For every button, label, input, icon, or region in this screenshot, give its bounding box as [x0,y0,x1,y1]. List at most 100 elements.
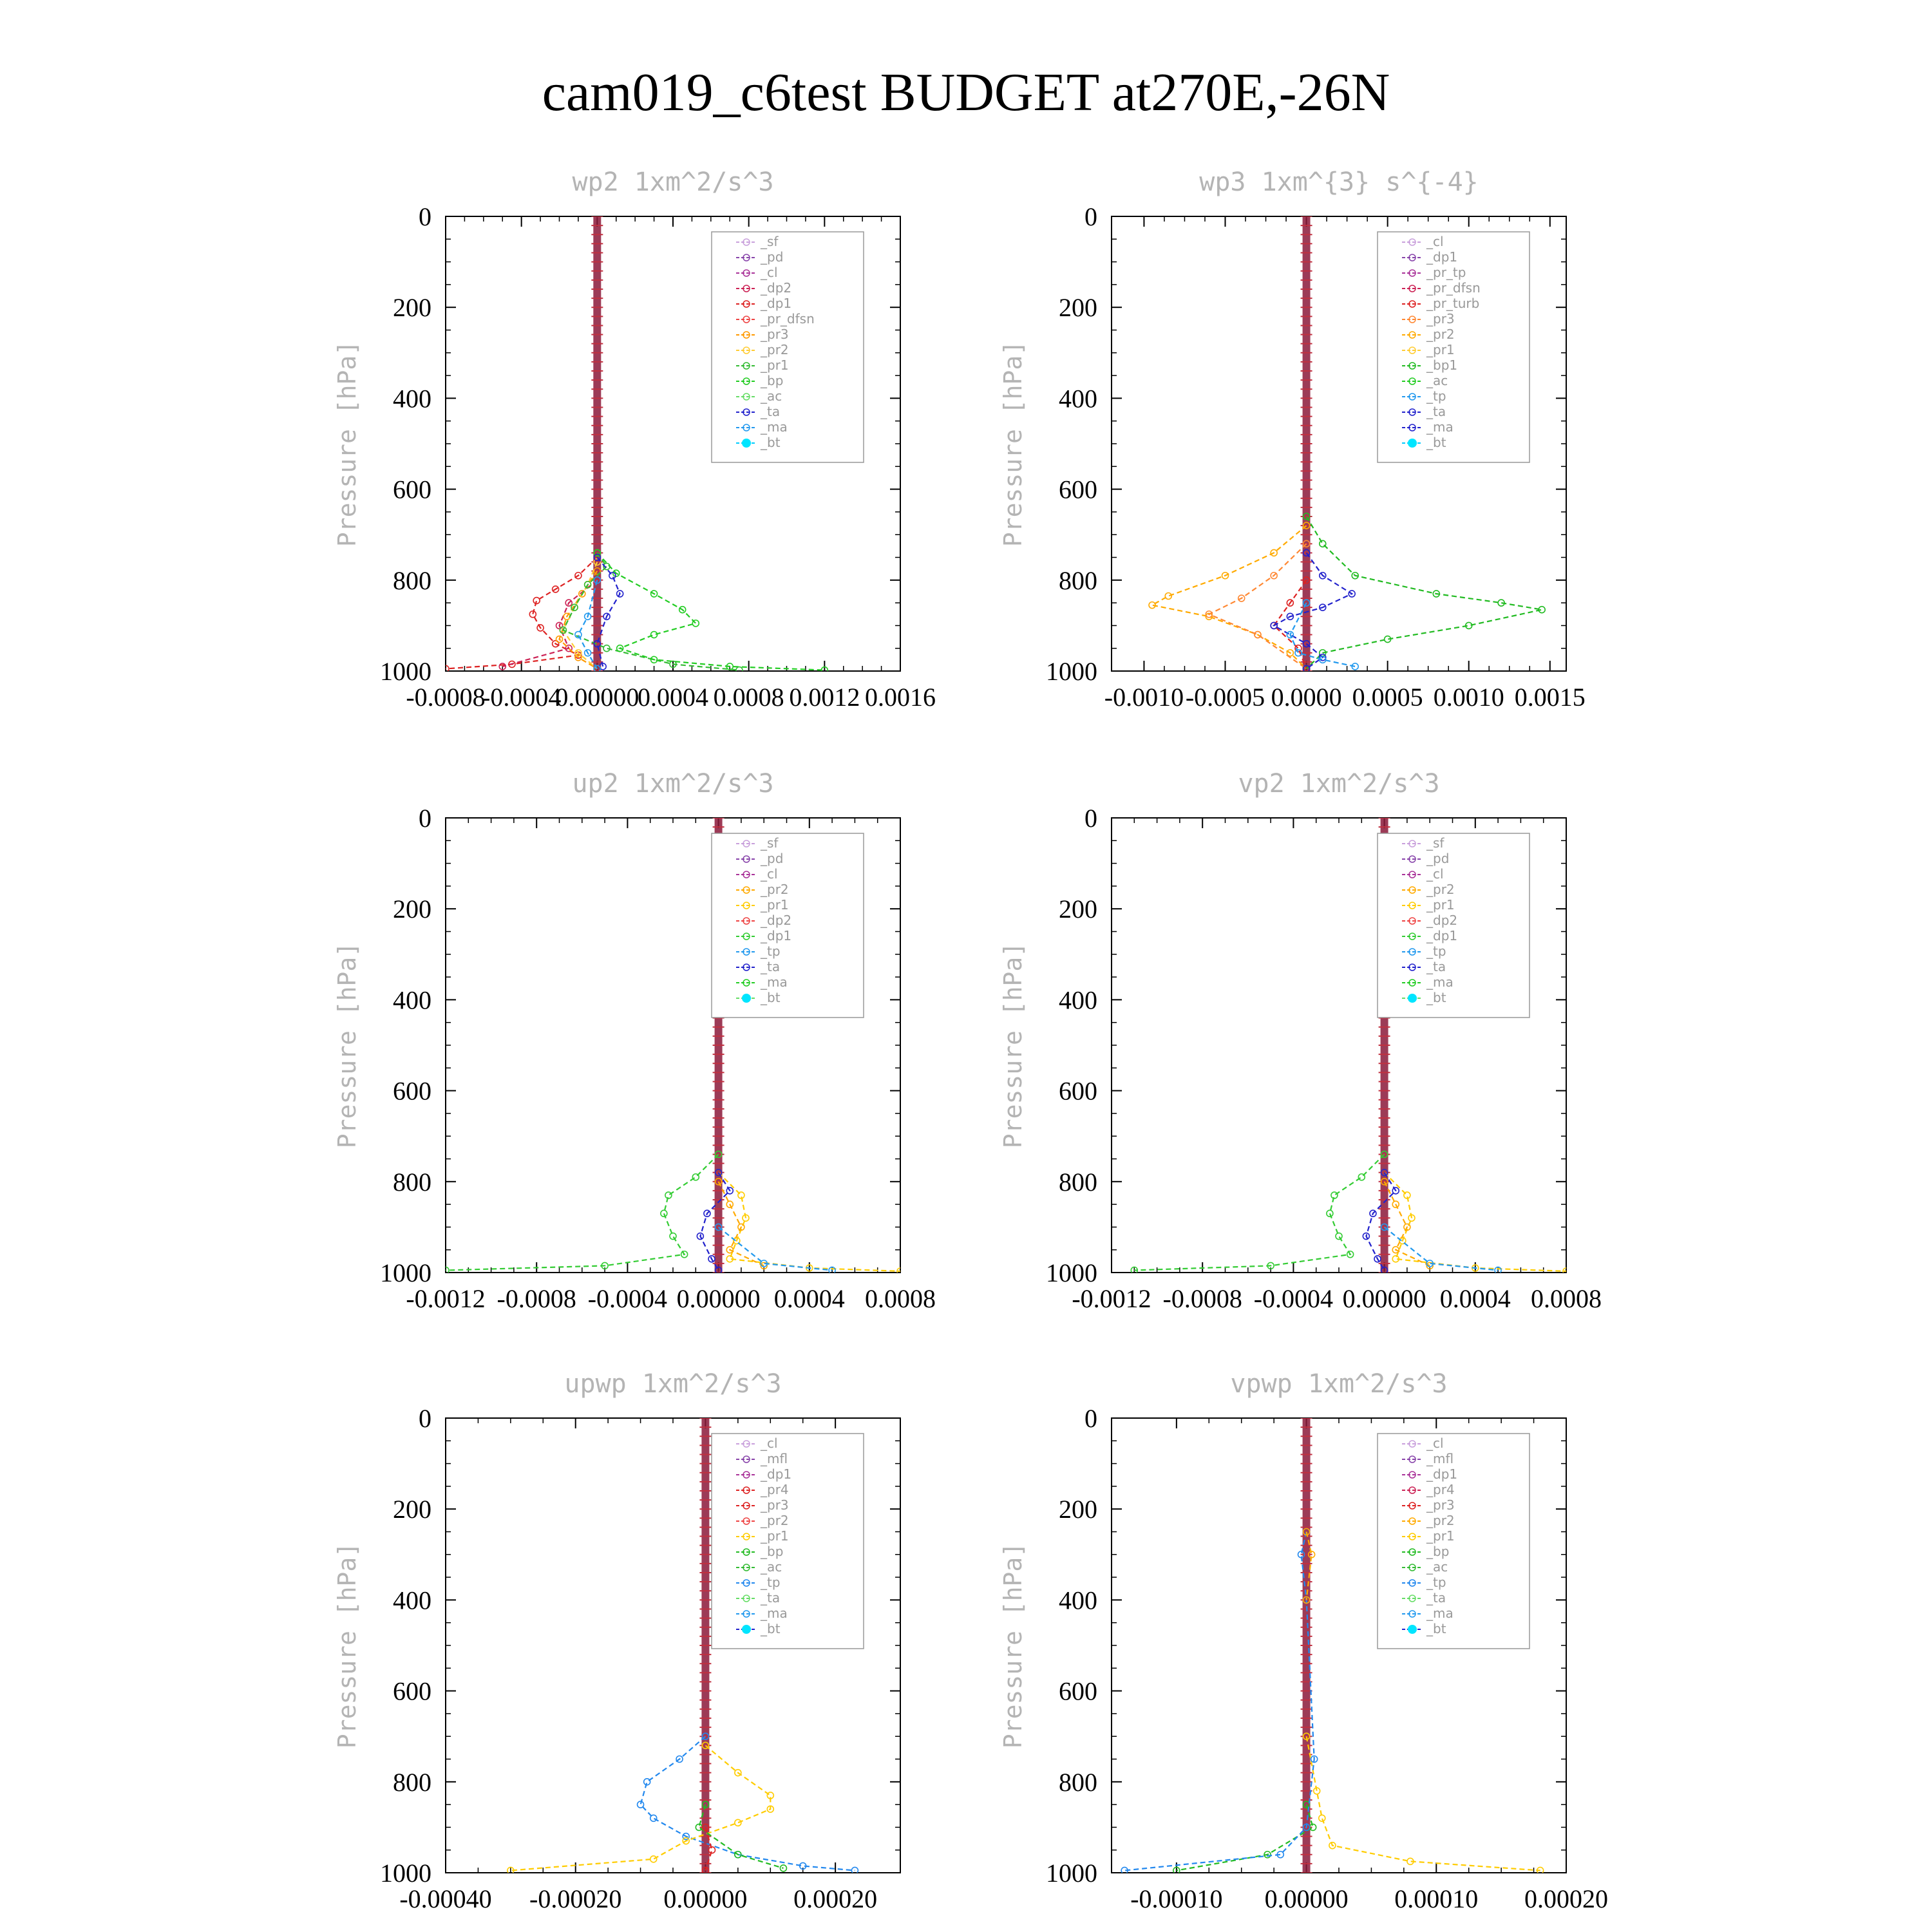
legend-label: _pr_dfsn [1426,280,1481,296]
series-point [603,612,611,621]
y-tick-label: 400 [393,1586,431,1615]
series-point [1464,621,1473,630]
series-point [533,596,541,605]
y-tick-label: 1000 [1046,1258,1097,1287]
legend-marker [743,300,750,308]
legend-marker [743,362,750,370]
y-tick-label: 200 [393,895,431,923]
legend-marker [743,285,750,292]
legend-marker [1408,1455,1416,1463]
series-point [1302,1823,1311,1832]
legend-marker [743,963,750,971]
series-point [1348,590,1356,598]
series-point [1426,1262,1434,1270]
y-tick-label: 600 [393,475,431,504]
series-point [636,1801,645,1808]
legend-label: _bt [1426,990,1446,1005]
series-point [708,1846,716,1854]
series-point [1302,639,1311,648]
legend-label: _cl [760,866,778,882]
series-line-pr1 [562,552,740,671]
series-point [714,1150,723,1159]
series-point [1297,1551,1305,1558]
series-point [1351,663,1359,670]
y-tick-label: 0 [419,202,431,231]
series-point [701,1866,710,1873]
x-tick-label: 0.00020 [1524,1884,1608,1913]
y-tick-label: 0 [1084,804,1097,833]
series-line-ta [1272,552,1354,670]
legend-label: _cl [1426,866,1444,882]
legend-label: _mfl [760,1451,788,1466]
series-point [1383,635,1392,643]
series-point [1380,1223,1388,1231]
series-point [593,665,601,671]
legend-marker [742,1625,752,1634]
legend-label: _dp1 [760,928,791,943]
series-point [593,639,601,648]
y-tick-label: 0 [1084,1404,1097,1433]
series-point [680,1250,688,1258]
legend-label: _dp1 [1426,928,1457,943]
y-tick-label: 400 [1059,1586,1097,1615]
panel-title: wp2 1xm^2/s^3 [572,167,773,197]
series-point [1302,576,1311,584]
legend-label: _ta [1426,404,1446,419]
series-point [536,624,544,632]
series-line-pr2 [1150,525,1307,670]
series-point [1121,1866,1128,1873]
y-tick-label: 600 [1059,475,1097,504]
legend-marker [1408,1548,1416,1556]
legend-label: _bp [760,1544,783,1559]
legend-label: _pr3 [760,327,789,342]
series-point [1326,1209,1334,1218]
y-tick-label: 1000 [380,1859,431,1888]
series-point [1130,1266,1139,1273]
y-tick-label: 0 [1084,202,1097,231]
legend-label: _ta [760,959,780,974]
series-point [1205,612,1213,621]
x-tick-label: 0.00010 [1394,1884,1478,1913]
legend-label: _pr2 [760,882,789,897]
legend-label: _ma [760,1605,788,1621]
series-point [1318,656,1327,664]
chart-panel-5: upwp 1xm^2/s^3 Pressure [hPa] 0 200 400 600 80… [333,1369,901,1913]
legend-marker [743,886,750,894]
y-tick-label: 200 [393,293,431,322]
series-point [609,571,616,580]
legend-box [1377,231,1530,463]
series-point [1536,1866,1544,1873]
series-point [1392,1187,1400,1195]
y-tick-label: 600 [393,1077,431,1106]
legend-marker [743,855,750,863]
legend-label: _tp [760,943,781,959]
legend-marker [1408,1579,1416,1587]
series-point [616,644,624,652]
series-point [1346,1250,1354,1258]
legend-label: _pr_dfsn [760,311,815,327]
series-point [828,1266,836,1273]
legend-label: _ma [1426,1605,1454,1621]
legend-marker [1408,886,1416,894]
legend-label: _pr4 [1426,1482,1455,1497]
legend-marker [743,424,750,431]
legend-label: _pr_turb [1426,296,1479,311]
chart-panel-3: up2 1xm^2/s^3 Pressure [hPa] 0 200 400 600 800… [333,769,936,1313]
y-tick-label: 0 [419,804,431,833]
series-point [1335,1232,1343,1240]
x-tick-label: 0.0015 [1515,683,1586,712]
y-tick-label: 400 [393,384,431,413]
series-point [601,1262,609,1270]
legend-label: _cl [1426,1435,1444,1451]
y-axis-label: Pressure [hPa] [999,341,1027,547]
series-point [555,621,564,630]
x-tick-label: 0.0004 [638,683,708,712]
y-tick-label: 1000 [380,657,431,686]
legend-marker [743,948,750,956]
series-point [593,558,601,566]
legend-marker [1408,871,1416,878]
legend-marker [1408,840,1416,848]
legend-marker [1408,1440,1416,1448]
series-point [1294,649,1302,657]
series-line-pr2 [562,562,598,670]
